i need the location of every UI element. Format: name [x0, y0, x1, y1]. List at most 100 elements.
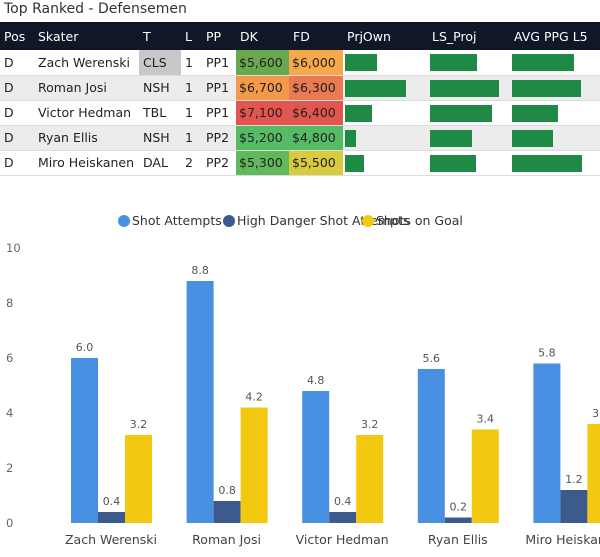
header-pos[interactable]: Pos [0, 22, 34, 50]
cell-skater: Victor Hedman [34, 100, 139, 126]
header-avg-ppg[interactable]: AVG PPG L5 [510, 22, 600, 50]
cell-pos: D [0, 75, 34, 101]
ls-proj-bar [430, 79, 499, 97]
page-title: Top Ranked - Defensemen [4, 1, 187, 17]
ls-proj-bar-cell [428, 125, 510, 151]
cell-pos: D [0, 125, 34, 151]
cell-line: 1 [181, 75, 202, 101]
data-label-2-1: 4.2 [245, 391, 263, 404]
avg-ppg-bar [512, 129, 553, 147]
header-team[interactable]: T [139, 22, 181, 50]
table-body: D Zach Werenski CLS 1 PP1 $5,600 $6,000 D Roman … [0, 50, 600, 176]
prjown-bar-cell [343, 100, 428, 126]
bar-0-3 [417, 369, 445, 523]
data-label-2-3: 3.4 [477, 413, 495, 426]
header-pp[interactable]: PP [202, 22, 236, 50]
bar-1-0 [98, 512, 125, 523]
cell-dk: $5,200 [236, 125, 289, 151]
y-tick-label: 2 [6, 461, 13, 475]
cell-pos: D [0, 100, 34, 126]
x-tick-label: Victor Hedman [296, 532, 389, 547]
table-row[interactable]: D Ryan Ellis NSH 1 PP2 $5,200 $4,800 [0, 125, 600, 151]
prjown-bar [345, 154, 364, 172]
avg-ppg-bar [512, 79, 581, 97]
data-label-1-4: 1.2 [565, 473, 583, 486]
legend-label-2: Shots on Goal [376, 213, 463, 228]
avg-ppg-bar [512, 54, 574, 71]
y-tick-label: 8 [6, 296, 13, 310]
data-label-0-2: 4.8 [307, 374, 325, 387]
cell-dk: $5,600 [236, 50, 289, 76]
cell-dk: $5,300 [236, 150, 289, 176]
cell-fd: $6,000 [289, 50, 343, 76]
header-dk[interactable]: DK [236, 22, 289, 50]
ls-proj-bar-cell [428, 75, 510, 101]
legend-label-0: Shot Attempts [132, 213, 222, 228]
cell-team: CLS [139, 50, 181, 76]
cell-team: NSH [139, 125, 181, 151]
avg-ppg-bar [512, 154, 582, 172]
bar-0-4 [533, 363, 561, 523]
legend-marker-0 [118, 215, 130, 227]
y-tick-label: 10 [6, 241, 21, 255]
prjown-bar-cell [343, 50, 428, 76]
cell-skater: Zach Werenski [34, 50, 139, 76]
bar-0-1 [186, 281, 214, 523]
cell-pp: PP1 [202, 100, 236, 126]
bar-1-2 [329, 512, 357, 523]
cell-pp: PP1 [202, 75, 236, 101]
cell-fd: $6,300 [289, 75, 343, 101]
data-label-0-0: 6.0 [76, 341, 94, 354]
prjown-bar [345, 79, 406, 97]
table-row[interactable]: D Roman Josi NSH 1 PP1 $6,700 $6,300 [0, 75, 600, 101]
data-label-2-4: 3.6 [592, 407, 600, 420]
ls-proj-bar [430, 54, 477, 71]
bar-2-4 [587, 424, 600, 523]
data-label-2-0: 3.2 [130, 418, 148, 431]
x-tick-label: Roman Josi [192, 532, 261, 547]
header-prjown[interactable]: PrjOwn [343, 22, 428, 50]
shots-bar-chart: Shot Attempts High Danger Shot AttemptsSh… [6, 213, 600, 547]
legend-marker-1 [223, 215, 235, 227]
prjown-bar-cell [343, 75, 428, 101]
bar-1-3 [444, 517, 472, 523]
y-tick-label: 4 [6, 406, 13, 420]
table-row[interactable]: D Zach Werenski CLS 1 PP1 $5,600 $6,000 [0, 50, 600, 76]
table-row[interactable]: D Miro Heiskanen DAL 2 PP2 $5,300 $5,500 [0, 150, 600, 176]
prjown-bar [345, 104, 372, 122]
avg-ppg-bar-cell [510, 100, 600, 126]
bar-2-2 [356, 435, 384, 523]
bar-0-0 [71, 358, 98, 523]
prjown-bar [345, 129, 356, 147]
header-line[interactable]: L [181, 22, 202, 50]
ls-proj-bar-cell [428, 50, 510, 76]
cell-skater: Ryan Ellis [34, 125, 139, 151]
data-label-1-1: 0.8 [218, 484, 236, 497]
ls-proj-bar-cell [428, 150, 510, 176]
header-fd[interactable]: FD [289, 22, 343, 50]
cell-fd: $5,500 [289, 150, 343, 176]
cell-pp: PP1 [202, 50, 236, 76]
data-label-0-4: 5.8 [538, 347, 556, 360]
data-label-0-1: 8.8 [191, 264, 209, 277]
table-row[interactable]: D Victor Hedman TBL 1 PP1 $7,100 $6,400 [0, 100, 600, 126]
cell-line: 1 [181, 50, 202, 76]
bar-2-1 [240, 407, 268, 523]
cell-pos: D [0, 150, 34, 176]
cell-dk: $6,700 [236, 75, 289, 101]
cell-dk: $7,100 [236, 100, 289, 126]
cell-pp: PP2 [202, 150, 236, 176]
ls-proj-bar [430, 154, 476, 172]
legend-marker-2 [362, 215, 374, 227]
cell-line: 2 [181, 150, 202, 176]
prjown-bar-cell [343, 125, 428, 151]
header-ls-proj[interactable]: LS_Proj [428, 22, 510, 50]
data-label-2-2: 3.2 [361, 418, 379, 431]
ls-proj-bar [430, 129, 472, 147]
header-skater[interactable]: Skater [34, 22, 139, 50]
bar-1-1 [213, 501, 241, 523]
avg-ppg-bar-cell [510, 75, 600, 101]
bar-0-2 [302, 391, 330, 523]
bar-1-4 [560, 490, 588, 523]
cell-fd: $6,400 [289, 100, 343, 126]
